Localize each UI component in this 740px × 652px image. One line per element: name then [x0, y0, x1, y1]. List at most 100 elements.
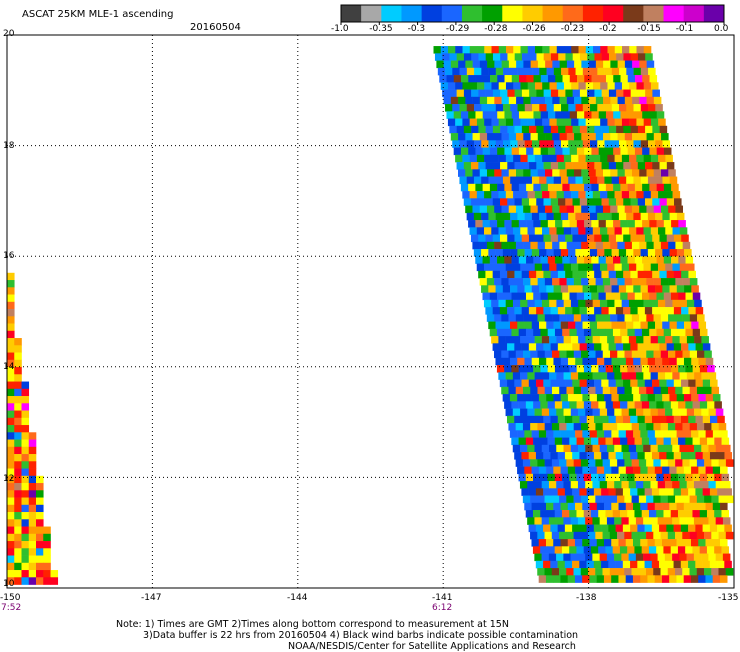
swath-cell	[568, 104, 576, 112]
swath-cell	[634, 328, 643, 337]
swath-cell	[673, 452, 682, 460]
swath-cell	[639, 96, 647, 105]
swath-cell	[672, 444, 680, 453]
swath-cell	[647, 321, 656, 330]
swath-cell	[537, 531, 545, 540]
swath-cell	[576, 147, 585, 156]
swath-cell	[547, 147, 556, 156]
swath-cell	[475, 147, 483, 156]
swath-cell	[539, 104, 547, 112]
swath-cell	[36, 555, 44, 564]
swath-cell	[494, 133, 502, 141]
swath-cell	[645, 162, 653, 170]
swath-cell	[669, 285, 678, 293]
swath-cell	[550, 415, 559, 424]
swath-cell	[473, 176, 482, 185]
swath-cell	[667, 495, 676, 504]
swath-cell	[571, 82, 579, 90]
swath-cell	[668, 350, 676, 359]
swath-cell	[14, 577, 22, 585]
swath-cell	[560, 430, 569, 438]
swath-cell	[718, 423, 727, 431]
swath-cell	[560, 140, 569, 148]
swath-cell	[572, 125, 581, 134]
swath-cell	[500, 198, 508, 206]
swath-cell	[637, 53, 646, 61]
swath-cell	[631, 386, 640, 395]
swath-cell	[566, 205, 575, 214]
swath-cell	[494, 350, 502, 359]
swath-cell	[502, 212, 511, 221]
swath-cell	[593, 560, 602, 569]
swath-cell	[511, 111, 520, 119]
swath-cell	[610, 350, 618, 359]
swath-cell	[608, 198, 617, 206]
swath-cell	[638, 495, 647, 504]
swath-cell	[556, 517, 564, 525]
swath-cell	[572, 270, 580, 279]
swath-cell	[546, 140, 555, 148]
swath-cell	[633, 357, 641, 366]
swath-cell	[645, 89, 653, 98]
swath-cell	[492, 89, 501, 98]
swath-cell	[714, 473, 722, 482]
swath-cell	[681, 343, 689, 351]
swath-cell	[657, 517, 666, 525]
swath-cell	[540, 437, 548, 446]
swath-cell	[568, 212, 576, 221]
swath-cell	[530, 96, 539, 105]
swath-cell	[611, 394, 619, 402]
swath-cell	[659, 560, 667, 569]
swath-cell	[550, 53, 559, 61]
swath-cell	[551, 459, 560, 467]
swath-cell	[710, 379, 718, 388]
swath-cell	[449, 89, 457, 98]
swath-cell	[544, 386, 553, 395]
swath-cell	[714, 510, 722, 518]
swath-cell	[557, 343, 566, 351]
swath-cell	[608, 307, 617, 315]
swath-cell	[640, 575, 648, 583]
swath-cell	[682, 531, 690, 540]
swath-cell	[469, 227, 478, 235]
swath-cell	[526, 220, 534, 228]
swath-cell	[471, 53, 479, 61]
swath-cell	[695, 560, 703, 569]
swath-cell	[491, 191, 499, 199]
swath-cell	[646, 386, 654, 395]
swath-cell	[585, 517, 593, 525]
swath-cell	[582, 502, 590, 511]
swath-cell	[688, 560, 696, 569]
swath-cell	[14, 497, 22, 506]
swath-cell	[725, 568, 734, 576]
swath-cell	[588, 568, 596, 576]
swath-cell	[554, 473, 563, 482]
swath-cell	[575, 466, 583, 475]
swath-cell	[657, 444, 666, 453]
swath-cell	[502, 140, 511, 148]
swath-cell	[589, 539, 598, 547]
swath-cell	[640, 502, 648, 511]
swath-cell	[552, 241, 560, 250]
swath-cell	[627, 546, 635, 554]
swath-cell	[547, 220, 556, 228]
color-scale-bar	[340, 4, 725, 25]
swath-cell	[534, 263, 543, 272]
swath-cell	[501, 169, 510, 177]
swath-cell	[643, 481, 651, 489]
swath-cell	[624, 169, 633, 177]
swath-cell	[627, 401, 635, 409]
swath-cell	[711, 568, 719, 576]
swath-cell	[43, 526, 51, 535]
swath-cell	[530, 60, 539, 69]
swath-cell	[514, 234, 523, 243]
swath-cell	[575, 285, 583, 293]
swath-cell	[647, 430, 656, 438]
swath-cell	[526, 292, 534, 301]
swath-cell	[452, 67, 460, 76]
swath-cell	[489, 220, 498, 228]
swath-cell	[620, 328, 628, 337]
swath-cell	[589, 502, 598, 511]
swath-cell	[536, 307, 544, 315]
swath-cell	[520, 263, 528, 272]
